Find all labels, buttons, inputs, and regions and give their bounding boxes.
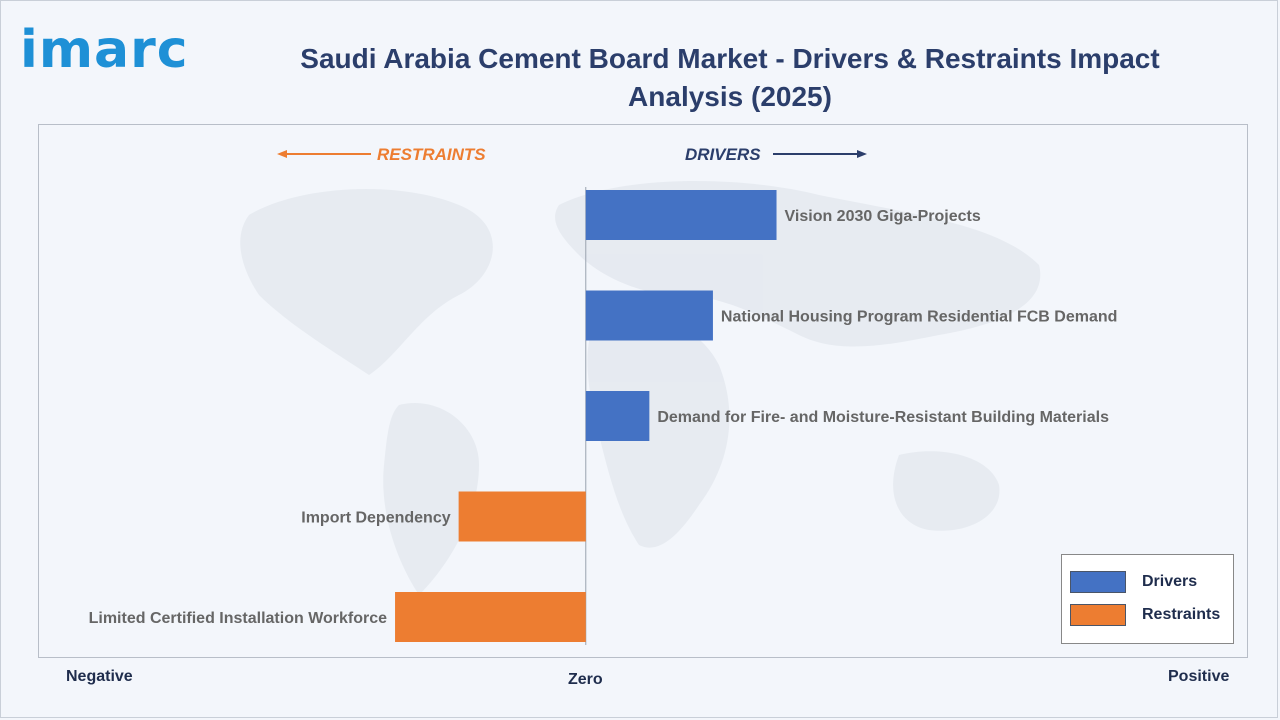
- legend-swatch-drivers: [1070, 571, 1126, 593]
- drivers-direction-label: DRIVERS: [685, 145, 761, 164]
- legend-label-restraints: Restraints: [1142, 606, 1221, 623]
- restraints-direction-label: RESTRAINTS: [377, 145, 486, 164]
- axis-negative-label: Negative: [66, 668, 133, 685]
- drivers-arrow-head: [857, 150, 867, 158]
- bar-restraints-4: [395, 592, 586, 642]
- imarc-logo: imarc: [20, 24, 189, 76]
- world-map-background: [240, 181, 1041, 595]
- legend-item-restraints: Restraints: [1070, 603, 1220, 627]
- bar-label-4: Limited Certified Installation Workforce: [89, 610, 388, 627]
- restraints-arrow-head: [277, 150, 287, 158]
- bar-drivers-2: [585, 391, 650, 441]
- page-title: Saudi Arabia Cement Board Market - Drive…: [300, 43, 1160, 112]
- bar-labels-group: Vision 2030 Giga-Projects National Housin…: [89, 208, 1118, 627]
- direction-indicators: RESTRAINTS DRIVERS: [277, 145, 867, 164]
- bar-label-0: Vision 2030 Giga-Projects: [785, 208, 981, 225]
- bar-label-3: Import Dependency: [301, 510, 450, 527]
- legend-item-drivers: Drivers: [1070, 570, 1197, 594]
- bar-label-1: National Housing Program Residential FCB…: [721, 309, 1117, 326]
- logo-text: imarc: [20, 20, 189, 80]
- axis-positive-label: Positive: [1168, 668, 1230, 685]
- bar-label-2: Demand for Fire- and Moisture-Resistant …: [657, 409, 1109, 426]
- bars-group: [395, 190, 777, 642]
- bar-restraints-3: [458, 491, 586, 542]
- legend: Drivers Restraints: [1061, 554, 1234, 644]
- legend-label-drivers: Drivers: [1142, 573, 1198, 590]
- bar-drivers-0: [585, 190, 777, 240]
- chart-svg: RESTRAINTS DRIVERS Vision 2030 Giga-Proje…: [89, 145, 1118, 645]
- chart-area: RESTRAINTS DRIVERS Vision 2030 Giga-Proje…: [38, 124, 1248, 658]
- bar-drivers-1: [585, 290, 713, 341]
- axis-zero-label: Zero: [568, 671, 603, 688]
- legend-swatch-restraints: [1070, 604, 1126, 626]
